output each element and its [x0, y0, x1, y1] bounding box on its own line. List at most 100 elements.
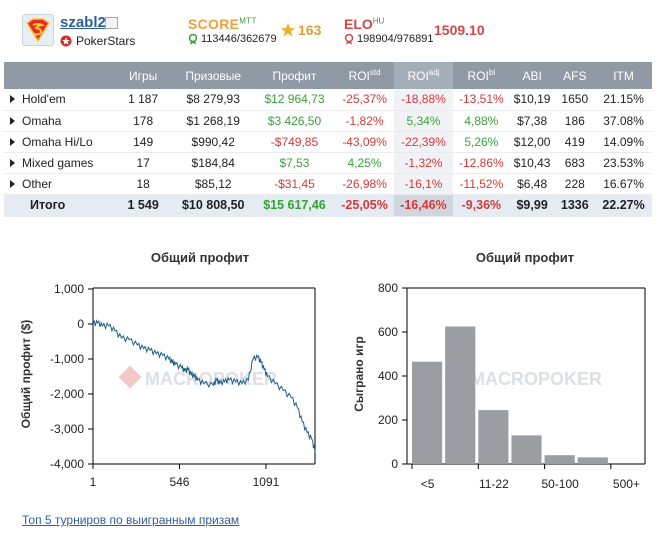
charts-area: Общий профит Общий профит ($) MACROPOKER… — [19, 250, 646, 491]
col-header-name — [4, 62, 114, 89]
bar-y-tick-label: 600 — [378, 325, 398, 339]
medal-green-icon — [188, 33, 198, 44]
expand-arrow-icon[interactable] — [10, 95, 15, 104]
col-header-roi-adj[interactable]: ROIadj — [394, 62, 453, 89]
pokerstars-logo-icon — [60, 35, 72, 47]
cell-prize: $990,42 — [172, 131, 254, 153]
svg-text:MACROPOKER: MACROPOKER — [145, 369, 277, 389]
line-chart-ylabel: Общий профит ($) — [19, 320, 33, 429]
cell-roi-std: -26,98% — [335, 173, 394, 195]
line-y-tick-label: -3,000 — [50, 422, 84, 436]
row-label: Mixed games — [22, 155, 94, 170]
col-header-itm[interactable]: ITM — [595, 62, 652, 89]
cell-roi-adj: -1,32% — [394, 152, 453, 174]
player-header: szabl2 PokerStars SCOREMTT 113446/362679… — [0, 0, 667, 60]
bar-x-tick-label: 50-100 — [541, 477, 579, 491]
star-icon — [280, 23, 296, 37]
cell-prize: $85,12 — [172, 173, 254, 195]
cell-roi-std: -1,82% — [335, 110, 394, 132]
cell-prize: $1 268,19 — [172, 110, 254, 132]
bar-22-50 — [511, 435, 542, 464]
cell-itm: 22.27% — [595, 194, 652, 217]
bar-11-22 — [478, 410, 509, 464]
username-link[interactable]: szabl2 — [60, 14, 106, 31]
row-label: Omaha Hi/Lo — [22, 134, 93, 149]
watermark-left: MACROPOKER — [118, 365, 277, 389]
cell-afs: 1650 — [554, 89, 596, 111]
avatar[interactable] — [22, 14, 54, 46]
cell-roi-adj: -22,39% — [394, 131, 453, 153]
line-x-tick-label: 546 — [169, 475, 189, 489]
cell-games: 1 187 — [113, 89, 173, 111]
game-type-name[interactable]: Omaha Hi/Lo — [4, 131, 114, 153]
cell-roi-std: -43,09% — [335, 131, 394, 153]
cell-roi-bi: -12,86% — [452, 152, 510, 174]
country-flag-icon — [105, 17, 118, 29]
cell-afs: 186 — [554, 110, 596, 132]
cell-profit: -$749,85 — [253, 131, 336, 153]
row-label: Omaha — [22, 113, 62, 128]
medal-red-icon — [344, 33, 354, 44]
cell-roi-std: -25,05% — [335, 194, 394, 217]
cell-roi-bi: -13,51% — [452, 89, 510, 111]
row-label: Hold'em — [22, 92, 66, 107]
bar-y-tick-label: 200 — [378, 413, 398, 427]
top5-tournaments-link[interactable]: Топ 5 турниров по выигранным призам — [22, 513, 240, 527]
cell-itm: 16.67% — [595, 173, 652, 195]
cell-roi-adj: 5,34% — [394, 110, 453, 132]
score-sup: MTT — [239, 16, 257, 26]
col-header-roi-std[interactable]: ROIstd — [335, 62, 394, 89]
table-header-row: Игры Призовые Профит ROIstd ROIadj ROIbi… — [4, 62, 652, 89]
line-y-tick-label: 0 — [77, 317, 84, 331]
line-y-tick-label: -2,000 — [50, 387, 84, 401]
game-type-name[interactable]: Hold'em — [4, 89, 114, 111]
cell-profit: $7,53 — [253, 152, 336, 174]
score-rank: 113446/362679 — [188, 33, 277, 45]
col-header-profit[interactable]: Профит — [253, 62, 336, 89]
bar-chart-ylabel: Сыграно игр — [352, 336, 366, 412]
expand-arrow-icon[interactable] — [10, 158, 15, 167]
cell-roi-adj: -16,46% — [394, 194, 453, 217]
cell-abi: $9,99 — [509, 194, 555, 217]
col-header-afs[interactable]: AFS — [554, 62, 596, 89]
cell-roi-adj: -18,88% — [394, 89, 453, 111]
game-type-name[interactable]: Other — [4, 173, 114, 195]
col-header-abi[interactable]: ABI — [509, 62, 555, 89]
elo-sup: HU — [372, 16, 385, 26]
bar-x-tick-label: 500+ — [613, 477, 640, 491]
cell-abi: $6,48 — [509, 173, 555, 195]
total-label: Итого — [4, 194, 114, 217]
table-row[interactable]: Mixed games 17 $184,84 $7,53 4,25% -1,32% -12,… — [4, 152, 652, 174]
cell-itm: 23.53% — [595, 152, 652, 174]
cell-itm: 14.09% — [595, 131, 652, 153]
elo-label: ELOHU — [344, 16, 385, 32]
cell-roi-adj: -16,1% — [394, 173, 453, 195]
expand-arrow-icon[interactable] — [10, 137, 15, 146]
bar-x-tick-label: <5 — [421, 477, 435, 491]
table-row[interactable]: Omaha 178 $1 268,19 $3 426,50 -1,82% 5,34% 4,8… — [4, 110, 652, 132]
col-header-roi-bi[interactable]: ROIbi — [452, 62, 510, 89]
cell-roi-bi: -9,36% — [452, 194, 510, 217]
line-y-tick-label: -1,000 — [50, 352, 84, 366]
game-type-name[interactable]: Omaha — [4, 110, 114, 132]
bar-y-tick-label: 0 — [391, 457, 398, 471]
cell-profit: $15 617,46 — [253, 194, 336, 217]
cell-profit: $3 426,50 — [253, 110, 336, 132]
table-row[interactable]: Omaha Hi/Lo 149 $990,42 -$749,85 -43,09% -22,… — [4, 131, 652, 153]
bar-<5 — [412, 361, 443, 464]
cell-games: 17 — [113, 152, 173, 174]
bar-50-100 — [544, 455, 575, 464]
cell-prize: $184,84 — [172, 152, 254, 174]
expand-arrow-icon[interactable] — [10, 116, 15, 125]
table-row[interactable]: Other 18 $85,12 -$31,45 -26,98% -16,1% -11,52%… — [4, 173, 652, 195]
cell-roi-bi: 4,88% — [452, 110, 510, 132]
expand-arrow-icon[interactable] — [10, 179, 15, 188]
col-header-games[interactable]: Игры — [113, 62, 173, 89]
elo-block: ELOHU 198904/976891 — [344, 16, 433, 45]
bar-y-tick-label: 400 — [378, 369, 398, 383]
col-header-prize[interactable]: Призовые — [172, 62, 254, 89]
cell-roi-std: 4,25% — [335, 152, 394, 174]
table-row[interactable]: Hold'em 1 187 $8 279,93 $12 964,73 -25,37% -1… — [4, 89, 652, 111]
game-type-name[interactable]: Mixed games — [4, 152, 114, 174]
row-label: Other — [22, 176, 53, 191]
